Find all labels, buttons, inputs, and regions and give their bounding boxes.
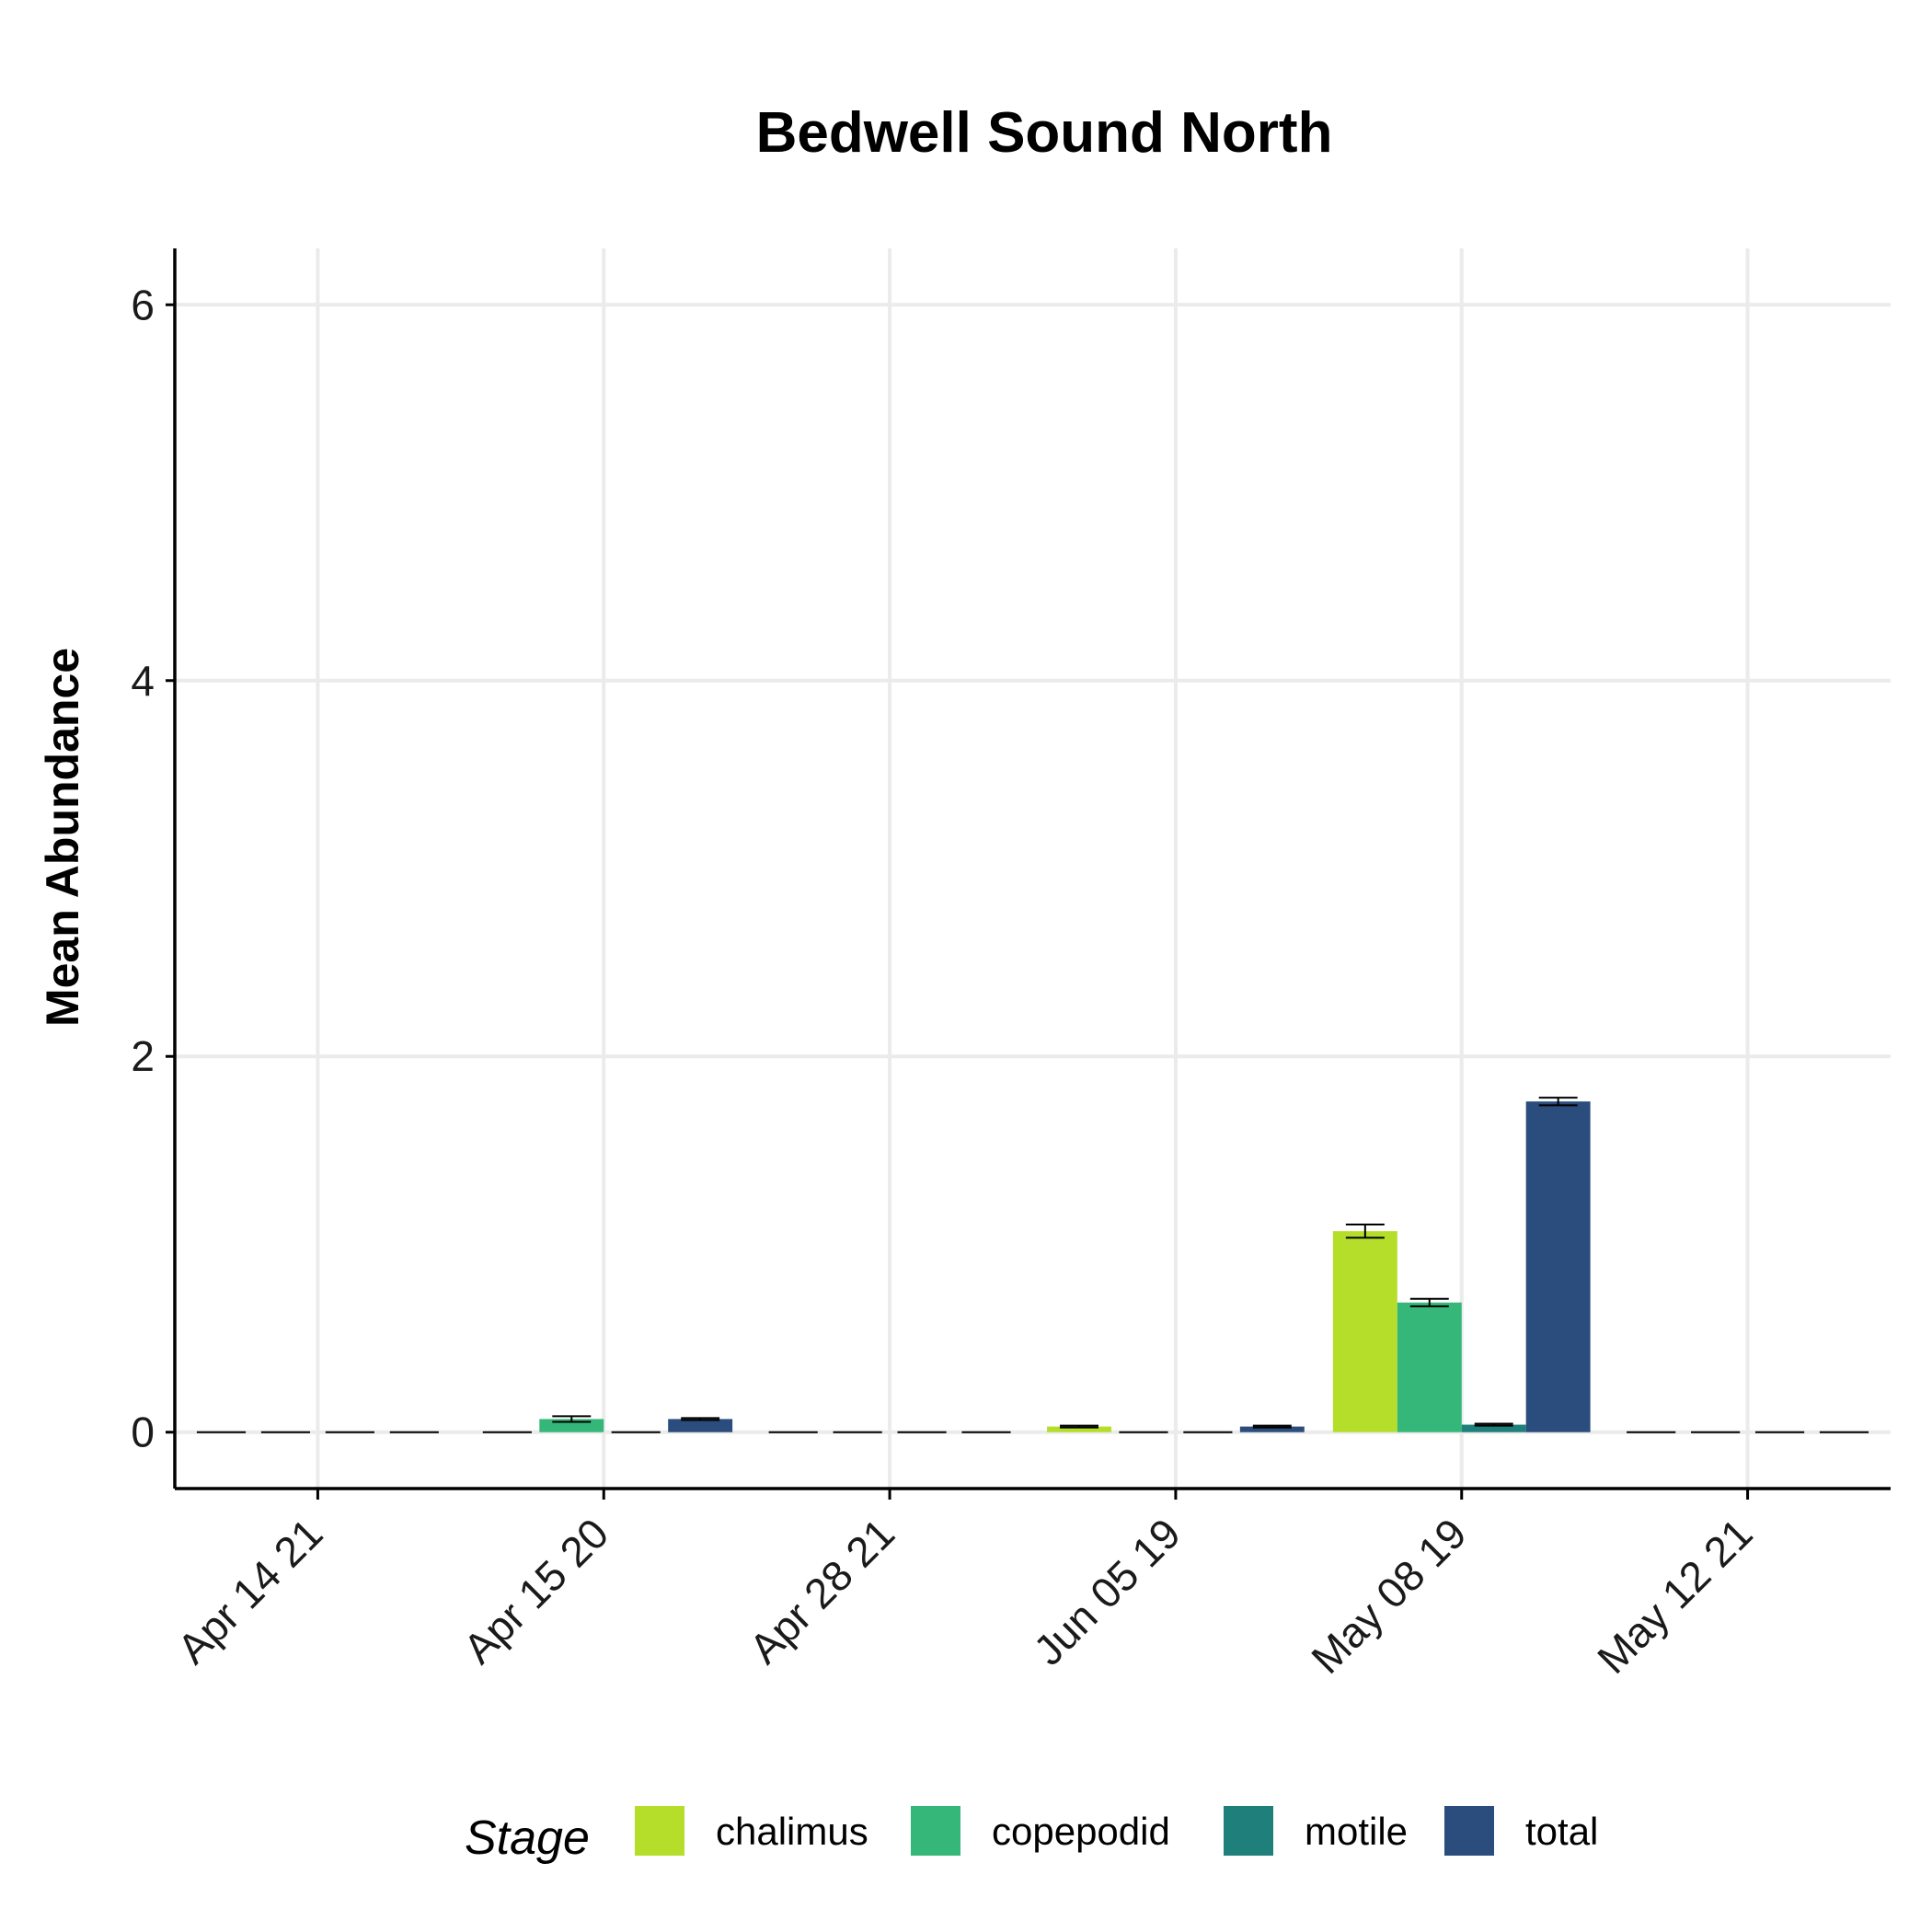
bar — [668, 1419, 733, 1432]
bar — [1461, 1424, 1526, 1432]
legend-key — [635, 1806, 684, 1856]
y-axis-label: Mean Abundance — [37, 648, 88, 1027]
x-tick-label: Jun 05 19 — [1024, 1509, 1190, 1674]
bar — [1332, 1231, 1397, 1432]
axes-layer: 0 2 4 6 Apr 14 21 Apr 15 20 Apr 28 21 Jun 05 19… — [131, 248, 1891, 1683]
x-tick-label: May 08 19 — [1302, 1509, 1476, 1683]
legend-key — [1444, 1806, 1494, 1856]
legend-key — [911, 1806, 960, 1856]
bars-layer — [196, 1097, 1869, 1433]
x-tick-label: Apr 28 21 — [740, 1509, 903, 1673]
y-tick-label: 6 — [131, 281, 155, 328]
x-tick-label: Apr 14 21 — [168, 1509, 332, 1673]
y-tick-label: 4 — [131, 657, 155, 705]
legend-label: motile — [1305, 1810, 1408, 1853]
legend-label: copepodid — [992, 1810, 1170, 1853]
legend-label: chalimus — [716, 1810, 868, 1853]
bar — [1397, 1302, 1462, 1432]
y-tick-label: 0 — [131, 1409, 155, 1456]
legend-key — [1224, 1806, 1273, 1856]
bar — [1047, 1426, 1111, 1432]
legend: Stage chalimus copepodid motile total — [465, 1806, 1598, 1865]
x-tick-label: May 12 21 — [1588, 1509, 1762, 1683]
x-tick-label: Apr 15 20 — [454, 1509, 617, 1673]
y-tick-label: 2 — [131, 1032, 155, 1080]
chart-title: Bedwell Sound North — [756, 101, 1333, 165]
grid-layer — [175, 248, 1891, 1489]
legend-label: total — [1525, 1810, 1598, 1853]
legend-title: Stage — [465, 1811, 590, 1865]
bar — [1239, 1426, 1305, 1432]
bar — [1525, 1101, 1591, 1432]
